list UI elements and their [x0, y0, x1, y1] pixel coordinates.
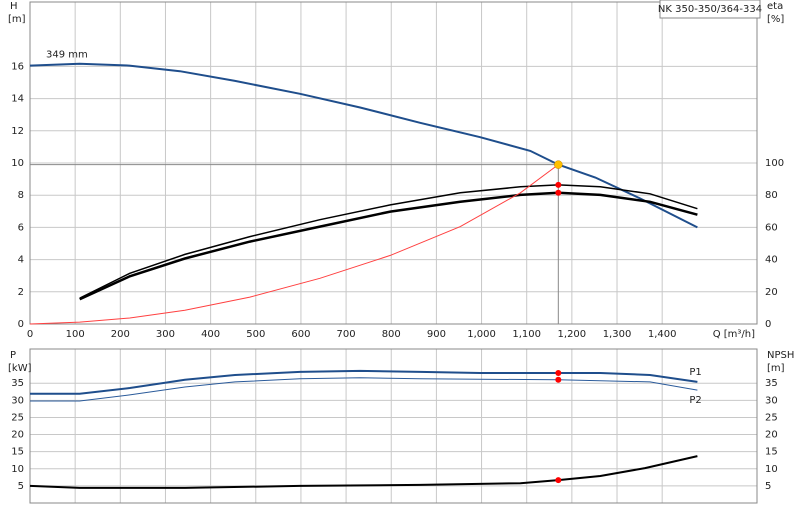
marker-dot	[555, 181, 562, 188]
y-tick-label: 2	[18, 287, 24, 298]
marker-dot	[555, 376, 562, 383]
y2-tick-label: 60	[765, 222, 778, 233]
y-tick-label: 12	[11, 126, 24, 137]
y2-tick-label: 25	[765, 412, 778, 423]
y-axis-label: [kW]	[8, 363, 32, 374]
y2-tick-label: 15	[765, 447, 778, 458]
y-tick-label: 4	[18, 255, 24, 266]
plot-frame	[29, 348, 758, 504]
y-tick-label: 14	[11, 94, 24, 105]
y2-axis-label: eta	[767, 1, 783, 12]
series-label: P1	[689, 367, 701, 378]
x-tick-label: 600	[291, 329, 310, 340]
x-tick-label: 1,000	[467, 329, 496, 340]
title-box	[659, 0, 761, 19]
y2-axis-label: NPSH	[767, 350, 794, 361]
x-tick-label: 1,300	[603, 329, 632, 340]
y-tick-label: 35	[11, 378, 24, 389]
series-label: 349 mm	[46, 50, 88, 61]
y-tick-label: 20	[11, 430, 24, 441]
y2-tick-label: 10	[765, 464, 778, 475]
series-line	[30, 369, 698, 395]
x-tick-label: 500	[246, 329, 265, 340]
y-tick-label: 5	[18, 481, 24, 492]
x-tick-label: 100	[66, 329, 85, 340]
marker-dot	[555, 369, 562, 376]
y2-tick-label: 40	[765, 255, 778, 266]
x-tick-label: 700	[337, 329, 356, 340]
series-line	[30, 377, 698, 402]
x-tick-label: 400	[201, 329, 220, 340]
y2-axis-label: [m]	[767, 363, 785, 374]
y2-tick-label: 30	[765, 395, 778, 406]
y2-tick-label: 20	[765, 430, 778, 441]
series-label: P2	[689, 395, 701, 406]
y-tick-label: 15	[11, 447, 24, 458]
y-tick-label: 25	[11, 412, 24, 423]
y2-tick-label: 0	[765, 319, 771, 330]
y-tick-label: 8	[18, 190, 24, 201]
y-axis-label: P	[10, 350, 16, 361]
y2-axis-label: [%]	[767, 14, 784, 25]
y2-tick-label: 35	[765, 378, 778, 389]
y-axis-label: H	[10, 1, 18, 12]
y-tick-label: 6	[18, 222, 24, 233]
y-tick-label: 16	[11, 61, 24, 72]
x-axis-label: Q [m³/h]	[713, 329, 755, 340]
x-tick-label: 800	[382, 329, 401, 340]
y-tick-label: 10	[11, 464, 24, 475]
x-tick-label: 1,200	[558, 329, 587, 340]
y-tick-label: 0	[18, 319, 24, 330]
marker-dot	[555, 477, 562, 484]
series-line	[79, 191, 698, 301]
y-tick-label: 10	[11, 158, 24, 169]
y2-tick-label: 20	[765, 287, 778, 298]
y2-tick-label: 80	[765, 190, 778, 201]
x-tick-label: 1,100	[512, 329, 541, 340]
x-tick-label: 0	[27, 329, 33, 340]
operating-point	[554, 160, 563, 169]
series-line	[29, 455, 698, 489]
marker-dot	[555, 189, 562, 196]
x-tick-label: 1,400	[648, 329, 677, 340]
chart-title: NK 350-350/364-334	[658, 4, 762, 15]
x-tick-label: 300	[156, 329, 175, 340]
series-line	[79, 184, 698, 299]
x-tick-label: 200	[111, 329, 130, 340]
y2-tick-label: 100	[765, 158, 784, 169]
plot-frame	[29, 1, 758, 325]
y-tick-label: 30	[11, 395, 24, 406]
x-tick-label: 900	[427, 329, 446, 340]
series-line	[29, 62, 698, 229]
series-line	[29, 164, 559, 325]
y-axis-label: [m]	[8, 14, 26, 25]
y2-tick-label: 5	[765, 481, 771, 492]
